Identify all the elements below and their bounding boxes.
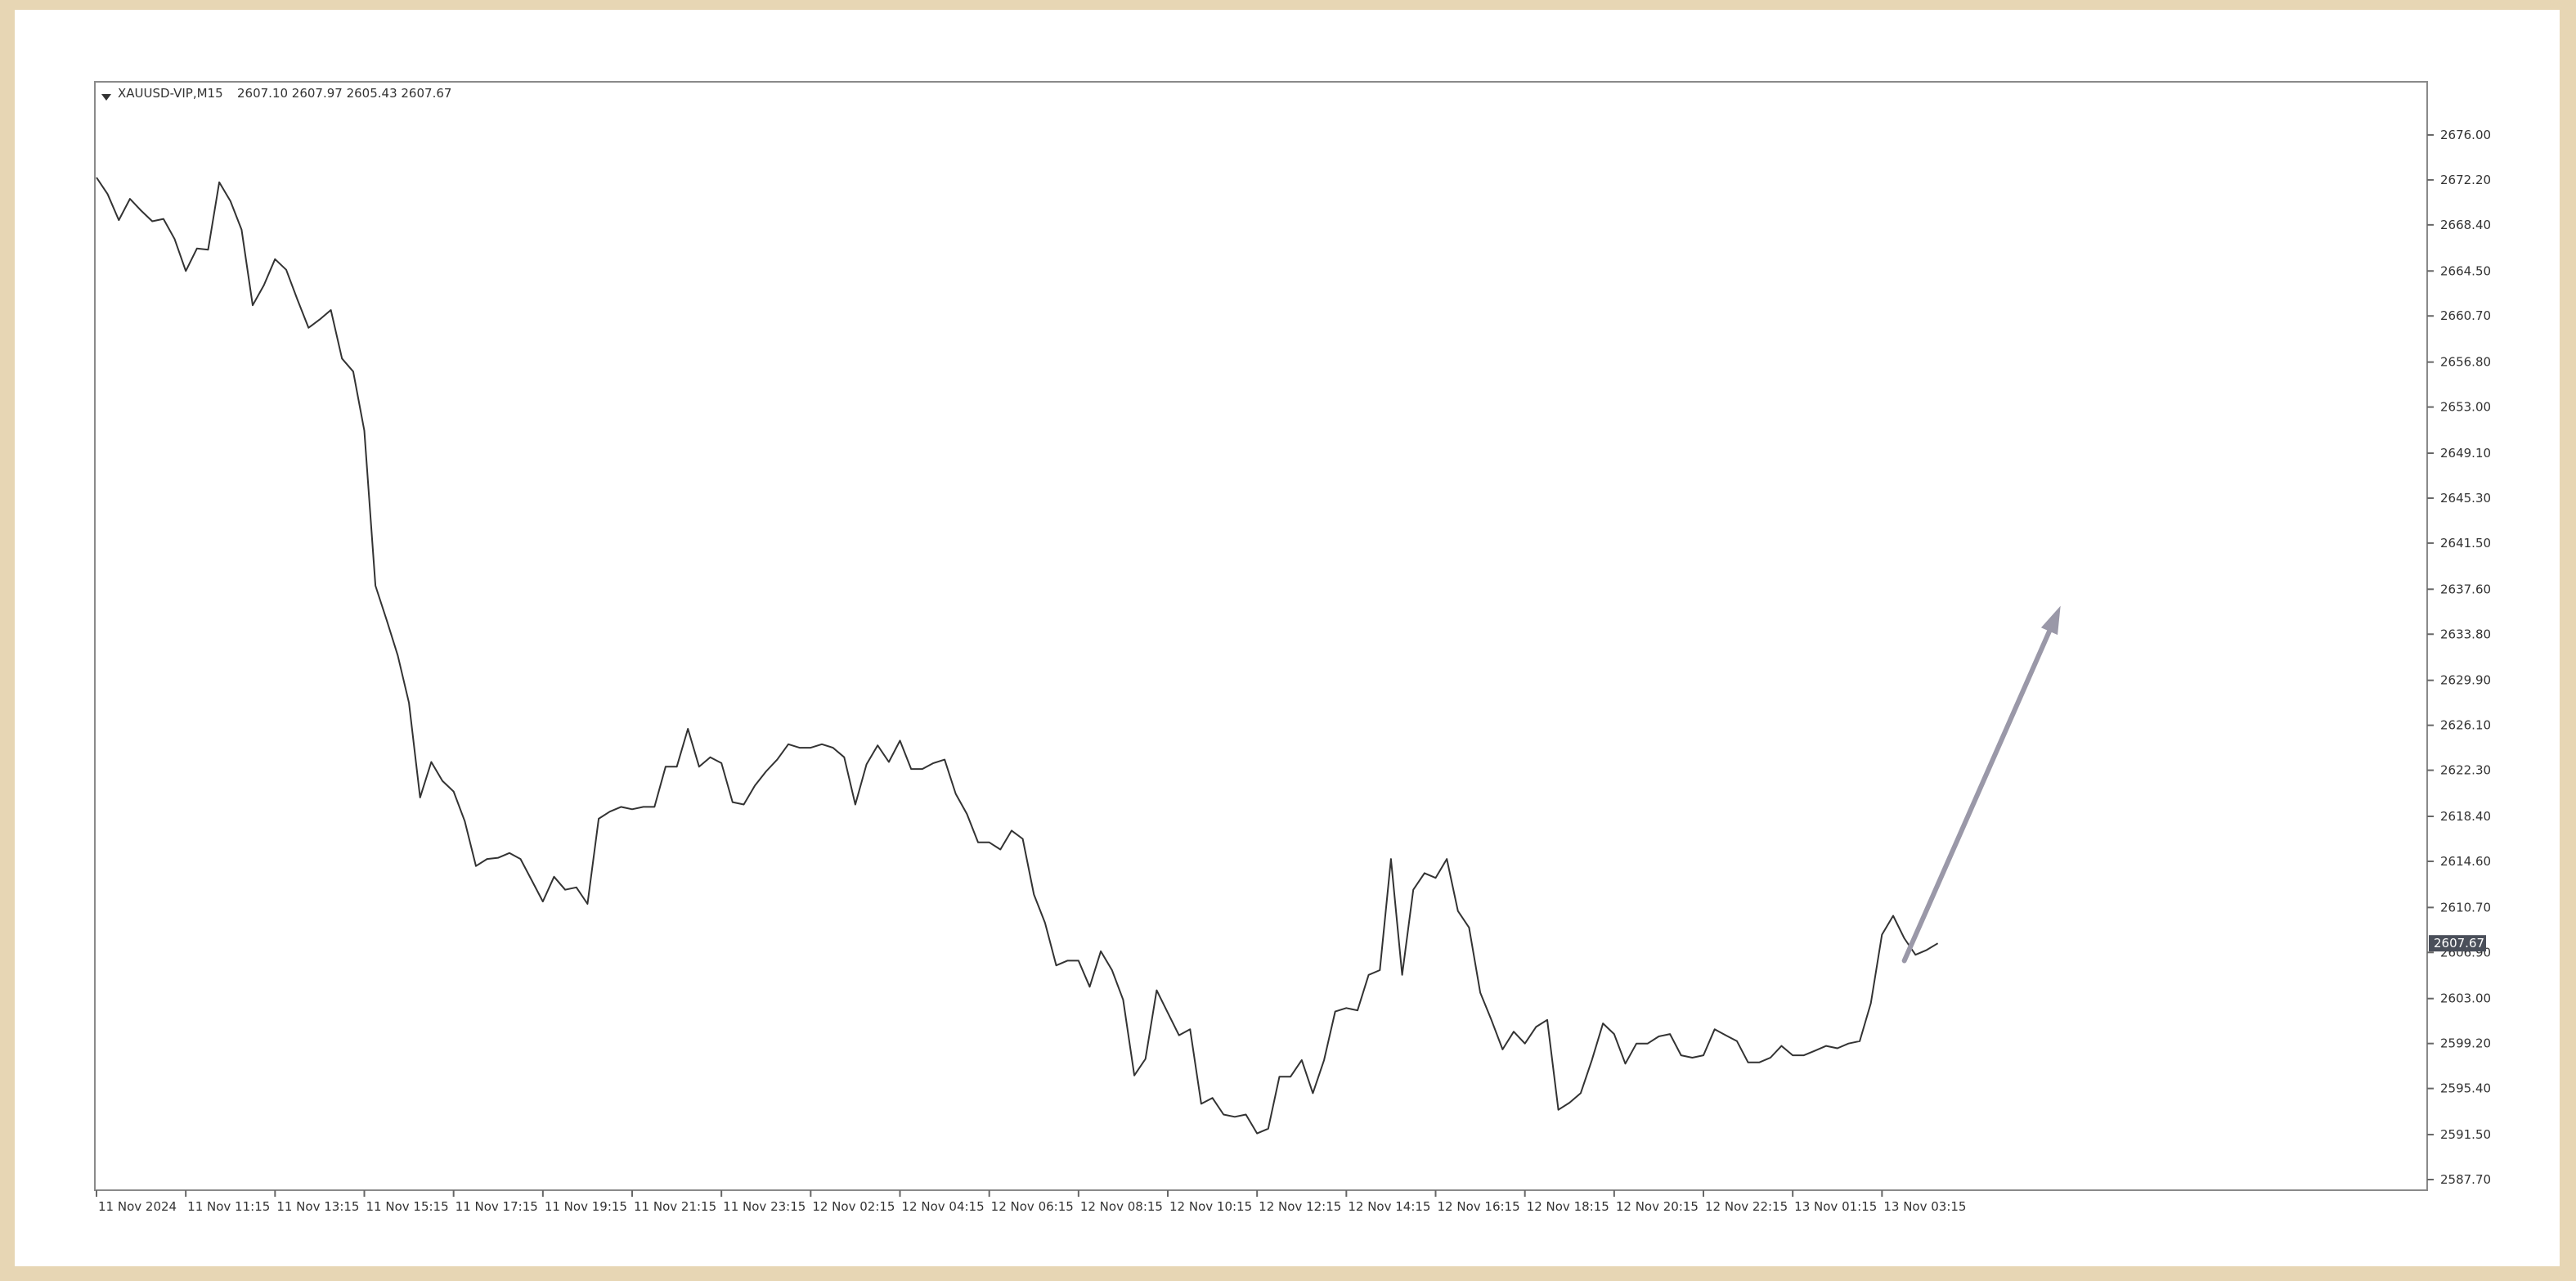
- y-tick-label: 2645.30: [2440, 491, 2491, 506]
- y-tick-label: 2629.90: [2440, 673, 2491, 688]
- trend-arrow-head[interactable]: [2040, 605, 2061, 636]
- symbol-dropdown-icon[interactable]: [101, 94, 111, 101]
- x-tick-label: 11 Nov 23:15: [723, 1199, 806, 1214]
- x-tick-label: 12 Nov 20:15: [1616, 1199, 1699, 1214]
- y-tick-label: 2633.80: [2440, 627, 2491, 641]
- y-tick-label: 2614.60: [2440, 854, 2491, 869]
- x-tick-label: 12 Nov 08:15: [1080, 1199, 1163, 1214]
- price-chart[interactable]: XAUUSD-VIP,M15 2607.10 2607.97 2605.43 2…: [15, 10, 2560, 1266]
- x-tick-label: 12 Nov 02:15: [812, 1199, 895, 1214]
- y-axis: 2676.00 2672.20 2668.40 2664.50 2660.70 2656.…: [2427, 128, 2491, 1187]
- x-tick-label: 12 Nov 10:15: [1169, 1199, 1252, 1214]
- x-tick-label: 12 Nov 14:15: [1348, 1199, 1430, 1214]
- x-tick-label: 13 Nov 03:15: [1883, 1199, 1966, 1214]
- x-tick-label: 12 Nov 22:15: [1705, 1199, 1788, 1214]
- y-tick-label: 2664.50: [2440, 263, 2491, 278]
- y-tick-label: 2591.50: [2440, 1127, 2491, 1142]
- price-tag-layer: 2607.67: [2429, 935, 2486, 952]
- y-tick-label: 2637.60: [2440, 582, 2491, 596]
- x-tick-label: 12 Nov 12:15: [1259, 1199, 1341, 1214]
- y-tick-label: 2599.20: [2440, 1036, 2491, 1051]
- x-tick-label: 11 Nov 21:15: [634, 1199, 716, 1214]
- chart-window: XAUUSD-VIP,M15 2607.10 2607.97 2605.43 2…: [15, 10, 2560, 1266]
- x-tick-label: 12 Nov 04:15: [902, 1199, 985, 1214]
- x-tick-label: 11 Nov 2024: [98, 1199, 177, 1214]
- y-tick-label: 2610.70: [2440, 900, 2491, 915]
- x-tick-label: 12 Nov 16:15: [1438, 1199, 1520, 1214]
- y-tick-label: 2649.10: [2440, 446, 2491, 461]
- y-tick-label: 2587.70: [2440, 1172, 2491, 1187]
- x-tick-label: 11 Nov 11:15: [187, 1199, 270, 1214]
- x-tick-label: 11 Nov 15:15: [366, 1199, 449, 1214]
- x-tick-label: 12 Nov 06:15: [991, 1199, 1074, 1214]
- symbol-label: XAUUSD-VIP,M15: [118, 86, 223, 101]
- last-price-tag: [2429, 935, 2486, 952]
- y-tick-label: 2660.70: [2440, 308, 2491, 323]
- y-tick-label: 2641.50: [2440, 536, 2491, 551]
- x-tick-label: 11 Nov 19:15: [545, 1199, 627, 1214]
- y-tick-label: 2653.00: [2440, 400, 2491, 415]
- x-axis: 11 Nov 2024 11 Nov 11:15 11 Nov 13:15 11 No…: [96, 1190, 1966, 1214]
- y-tick-label: 2618.40: [2440, 809, 2491, 824]
- plot-area[interactable]: [94, 81, 2428, 1191]
- y-tick-label: 2595.40: [2440, 1081, 2491, 1096]
- ohlc-values: 2607.10 2607.97 2605.43 2607.67: [237, 86, 451, 101]
- y-tick-label: 2622.30: [2440, 763, 2491, 778]
- last-price-label: 2607.67: [2434, 936, 2484, 951]
- x-tick-label: 11 Nov 13:15: [276, 1199, 359, 1214]
- price-line[interactable]: [96, 177, 1939, 1135]
- x-tick-label: 12 Nov 18:15: [1527, 1199, 1609, 1214]
- annotation-layer: [1901, 605, 2061, 964]
- y-tick-label: 2676.00: [2440, 128, 2491, 142]
- x-tick-label: 11 Nov 17:15: [456, 1199, 538, 1214]
- y-tick-label: 2656.80: [2440, 355, 2491, 370]
- series-layer: [96, 177, 1939, 1135]
- y-tick-label: 2672.20: [2440, 173, 2491, 187]
- y-tick-label: 2668.40: [2440, 218, 2491, 232]
- y-tick-label: 2626.10: [2440, 718, 2491, 733]
- y-tick-label: 2603.00: [2440, 991, 2491, 1006]
- trend-arrow-shaft[interactable]: [1901, 628, 2052, 964]
- x-tick-label: 13 Nov 01:15: [1794, 1199, 1877, 1214]
